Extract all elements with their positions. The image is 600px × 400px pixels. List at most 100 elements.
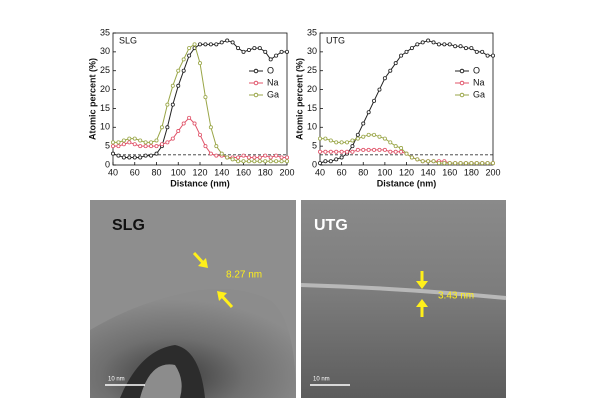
series-line [113, 117, 287, 158]
data-point [263, 153, 268, 158]
data-point [490, 53, 495, 58]
data-point [111, 151, 116, 156]
image-label: UTG [314, 217, 348, 234]
data-point [431, 159, 436, 164]
data-point [382, 136, 387, 141]
data-point [138, 138, 143, 143]
data-point [458, 44, 463, 49]
x-tick-label: 180 [464, 167, 479, 177]
data-point [442, 161, 447, 166]
data-point [388, 140, 393, 145]
data-point [214, 144, 219, 149]
x-axis-label: Distance (nm) [170, 178, 230, 188]
data-point [474, 161, 479, 166]
x-tick-label: 180 [258, 167, 273, 177]
data-point [279, 159, 284, 164]
data-point [323, 159, 328, 164]
data-point [334, 140, 339, 145]
data-point [355, 147, 360, 152]
data-point [404, 151, 409, 156]
data-point [246, 47, 251, 52]
data-point [214, 153, 219, 158]
data-point [415, 42, 420, 47]
data-point [268, 57, 273, 62]
x-tick-label: 100 [377, 167, 392, 177]
data-point [317, 136, 322, 141]
data-point [263, 159, 268, 164]
data-point [181, 57, 186, 62]
data-point [241, 49, 246, 54]
x-tick-label: 40 [108, 167, 118, 177]
data-point [339, 149, 344, 154]
data-point [469, 46, 474, 51]
data-point [154, 151, 159, 156]
data-point [121, 142, 126, 147]
x-tick-label: 140 [421, 167, 436, 177]
data-point [382, 76, 387, 81]
data-point [388, 149, 393, 154]
legend-label: Ga [473, 89, 485, 99]
legend-marker [459, 80, 465, 86]
x-tick-label: 80 [358, 167, 368, 177]
data-point [111, 140, 116, 145]
legend-marker [459, 68, 465, 74]
data-point [236, 155, 241, 160]
data-point [203, 144, 208, 149]
data-point [350, 138, 355, 143]
data-point [431, 40, 436, 45]
y-tick-label: 0 [312, 159, 317, 169]
y-tick-label: 20 [100, 84, 110, 94]
data-point [420, 40, 425, 45]
data-point [230, 40, 235, 45]
data-point [203, 95, 208, 100]
data-point [409, 46, 414, 51]
data-point [116, 144, 121, 149]
data-point [181, 121, 186, 126]
data-point [334, 157, 339, 162]
data-point [339, 140, 344, 145]
legend-label: Na [473, 77, 485, 87]
data-point [366, 132, 371, 137]
data-point [257, 46, 262, 51]
data-point [197, 42, 202, 47]
data-point [121, 155, 126, 160]
data-point [274, 159, 279, 164]
data-point [230, 157, 235, 162]
series-line [319, 40, 493, 164]
data-point [372, 132, 377, 137]
x-tick-label: 100 [171, 167, 186, 177]
y-tick-label: 20 [307, 84, 317, 94]
x-tick-label: 200 [279, 167, 294, 177]
data-point [149, 140, 154, 145]
data-point [154, 144, 159, 149]
data-point [132, 136, 137, 141]
y-axis-label: Atomic percent (%) [87, 58, 97, 140]
image-label: SLG [112, 217, 145, 234]
data-point [377, 87, 382, 92]
data-point [485, 53, 490, 58]
data-point [480, 161, 485, 166]
data-point [165, 102, 170, 107]
data-point [284, 159, 289, 164]
x-tick-label: 120 [399, 167, 414, 177]
data-point [447, 161, 452, 166]
data-point [127, 155, 132, 160]
data-point [181, 68, 186, 73]
y-tick-label: 0 [105, 159, 110, 169]
legend-marker [253, 68, 259, 74]
data-point [176, 68, 181, 73]
data-point [241, 159, 246, 164]
data-point [187, 46, 192, 51]
data-point [393, 144, 398, 149]
data-point [127, 140, 132, 145]
data-point [246, 159, 251, 164]
data-point [284, 49, 289, 54]
data-point [388, 68, 393, 73]
tem-image-slg: SLG 8.27 nm 10 nm [90, 200, 296, 398]
data-point [355, 136, 360, 141]
data-point [263, 49, 268, 54]
data-point [208, 42, 213, 47]
y-tick-label: 30 [100, 46, 110, 56]
